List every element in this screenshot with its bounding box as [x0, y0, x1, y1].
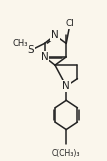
Text: C(CH₃)₃: C(CH₃)₃	[52, 149, 80, 158]
Text: S: S	[28, 45, 34, 55]
Text: CH₃: CH₃	[13, 39, 28, 48]
Text: N: N	[51, 30, 59, 40]
Text: N: N	[41, 52, 48, 62]
Text: N: N	[62, 81, 70, 91]
Text: Cl: Cl	[65, 19, 74, 28]
Text: Cl: Cl	[65, 19, 74, 28]
